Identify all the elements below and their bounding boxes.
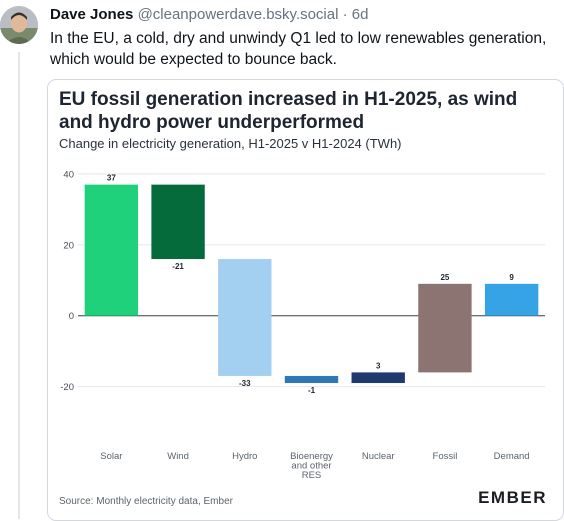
- y-tick-label: 20: [63, 240, 74, 251]
- chart-subtitle: Change in electricity generation, H1-202…: [59, 136, 402, 151]
- author-name[interactable]: Dave Jones: [50, 6, 134, 23]
- ember-logo: EMBER: [478, 488, 547, 507]
- separator-dot: ·: [342, 6, 348, 23]
- post-header: Dave Jones @cleanpowerdave.bsky.social ·…: [50, 5, 368, 25]
- y-tick-label: -20: [60, 382, 74, 393]
- chart-source: Source: Monthly electricity data, Ember: [59, 496, 233, 507]
- x-tick-label: Bioenergy: [290, 451, 333, 462]
- data-label: -33: [239, 379, 251, 388]
- x-tick-label: Nuclear: [362, 451, 395, 462]
- x-tick-label: and other: [291, 461, 331, 472]
- x-tick-label: Solar: [100, 451, 122, 462]
- bar-bioenergy: [284, 375, 339, 384]
- x-tick-label: Demand: [494, 451, 530, 462]
- post-text: In the EU, a cold, dry and unwindy Q1 le…: [50, 30, 547, 68]
- x-tick-label: RES: [302, 470, 322, 481]
- chart-image-card[interactable]: EU fossil generation increased in H1-202…: [47, 79, 564, 521]
- chart-title: EU fossil generation increased in H1-202…: [59, 89, 518, 133]
- x-tick-label: Hydro: [232, 451, 257, 462]
- chart: 40 20 0 -20 37 Solar -21 Wind -33 Hydro -1 Bioenerg…: [60, 170, 545, 481]
- x-tick-label: Fossil: [433, 451, 458, 462]
- thread-line: [18, 52, 20, 519]
- bar-wind: [151, 184, 205, 260]
- y-tick-label: 40: [63, 170, 74, 181]
- post-age[interactable]: 6d: [351, 6, 369, 23]
- data-label: 9: [509, 273, 514, 282]
- x-tick-label: Wind: [167, 451, 189, 462]
- data-label: 25: [440, 273, 449, 282]
- bar-hydro: [218, 259, 272, 376]
- bar-fossil: [418, 283, 472, 373]
- avatar[interactable]: [0, 6, 38, 44]
- data-label: -1: [308, 386, 316, 395]
- data-label: 3: [376, 361, 381, 370]
- bar-nuclear: [351, 372, 405, 384]
- y-tick-label: 0: [69, 311, 74, 322]
- data-label: 37: [107, 174, 116, 183]
- bar-demand: [484, 283, 539, 316]
- avatar-image: [0, 6, 38, 44]
- bar-solar: [84, 184, 139, 316]
- data-label: -21: [172, 262, 184, 271]
- author-handle[interactable]: @cleanpowerdave.bsky.social: [137, 6, 339, 23]
